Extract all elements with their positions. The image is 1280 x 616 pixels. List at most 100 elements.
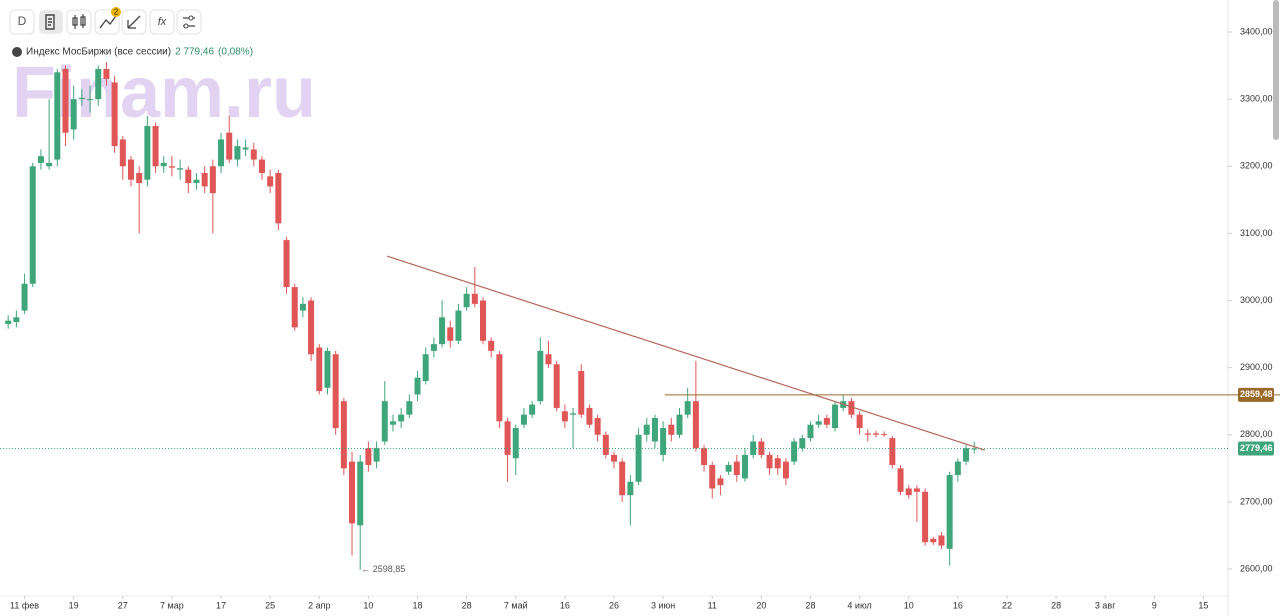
candle-body [340, 401, 347, 469]
icon [72, 14, 86, 29]
candle-body [258, 159, 265, 173]
candle-body [422, 354, 429, 382]
candle-body [586, 407, 593, 425]
candle-body [430, 344, 437, 351]
candle-body [725, 464, 732, 472]
y-tick-label: 3300,00 [1240, 94, 1273, 104]
y-tick-label: 3200,00 [1240, 161, 1273, 171]
x-tick-label: 4 июл [847, 600, 871, 610]
x-tick-label: 10 [363, 600, 373, 610]
legend-change: (0,08%) [218, 47, 253, 58]
level-tag-label: 2859,48 [1240, 389, 1273, 399]
candle-body [144, 125, 151, 180]
candle-body [602, 434, 609, 455]
candle-body [283, 240, 290, 288]
candle-body [95, 68, 102, 100]
candle-body [29, 166, 36, 284]
x-tick-label: 26 [609, 600, 619, 610]
candle-body [201, 172, 208, 187]
candle-body [373, 448, 380, 462]
x-tick-label: 7 мар [160, 600, 184, 610]
candle-body [627, 481, 634, 496]
candle-body [62, 68, 69, 133]
icon [183, 23, 189, 29]
formula-button[interactable] [149, 9, 175, 35]
x-tick-label: 28 [805, 600, 815, 610]
candle-body [643, 424, 650, 435]
candle-body [160, 162, 167, 167]
candle-body [733, 461, 740, 476]
candle-body [619, 461, 626, 496]
candle-body [471, 293, 478, 304]
candle-body [815, 421, 822, 425]
candles-button[interactable] [66, 9, 92, 35]
x-tick-label: 28 [1051, 600, 1061, 610]
candle-body [168, 166, 175, 168]
candle-body [78, 97, 85, 100]
candle-body [332, 354, 339, 429]
candle-body [185, 169, 192, 184]
icon [188, 15, 194, 21]
candle-body [717, 478, 724, 486]
candle-body [512, 428, 519, 459]
candle-body [463, 293, 470, 308]
candle-body [127, 159, 134, 180]
x-tick-label: 9 [1152, 600, 1157, 610]
badge [111, 7, 121, 17]
candle-body [291, 287, 298, 328]
candle-body [913, 488, 920, 492]
x-tick-label: 3 июн [651, 600, 675, 610]
candle-body [660, 428, 667, 455]
x-tick-label: 10 [904, 600, 914, 610]
candle-body [635, 434, 642, 482]
candle-body [226, 132, 233, 160]
candle-body [267, 176, 274, 187]
candle-body [946, 475, 953, 549]
candle-body [668, 424, 675, 435]
candle-body [758, 441, 765, 455]
candle-body [856, 414, 863, 429]
y-tick-label: 2800,00 [1240, 429, 1273, 439]
instrument-icon [12, 47, 22, 57]
toolbar: D 2 fx [9, 7, 202, 35]
level-tag [1238, 387, 1274, 402]
candle-body [963, 448, 970, 462]
candle-body [136, 172, 143, 184]
candle-body [807, 424, 814, 439]
candle-body [488, 340, 495, 351]
y-tick-label: 3100,00 [1240, 228, 1273, 238]
candle-body [250, 149, 257, 160]
candle-body [365, 448, 372, 465]
candle-body [651, 417, 658, 442]
candle-body [553, 364, 560, 408]
x-tick-label: 16 [953, 600, 963, 610]
candle-body [398, 414, 405, 422]
candle-body [799, 438, 806, 449]
candle-body [193, 179, 200, 184]
x-tick-label: 20 [756, 600, 766, 610]
x-tick-label: 3 авг [1095, 600, 1116, 610]
candle-body [177, 168, 184, 170]
candle-body [406, 401, 413, 415]
y-tick-label: 3000,00 [1240, 295, 1273, 305]
candle-body [496, 354, 503, 422]
x-tick-label: 28 [462, 600, 472, 610]
candle-body [218, 139, 225, 167]
candle-body [357, 461, 364, 526]
formula-icon: fx [158, 16, 167, 28]
candle-body [389, 421, 396, 425]
interval-button[interactable] [9, 9, 35, 35]
candle-body [872, 433, 879, 435]
x-tick-label: 18 [413, 600, 423, 610]
x-tick-label: 11 [708, 600, 717, 610]
candle-body [46, 162, 53, 167]
candle-body [37, 156, 44, 163]
candle-body [889, 438, 896, 465]
legend-price: 2 779,46 [175, 47, 214, 58]
settings-button[interactable] [176, 9, 202, 35]
x-tick-label: 15 [1198, 600, 1208, 610]
candle-body [791, 441, 798, 462]
scrollbar[interactable] [1273, 0, 1279, 140]
